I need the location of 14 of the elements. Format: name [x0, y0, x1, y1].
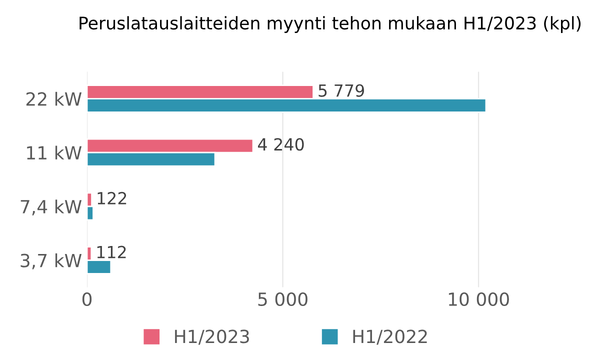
- x-tick-label: 10 000: [448, 292, 509, 306]
- legend-label: H1/2023: [175, 330, 249, 345]
- data-label: 5 779: [318, 84, 364, 97]
- data-label: 122: [98, 192, 126, 204]
- x-tick-label: 0: [82, 292, 92, 306]
- y-tick-label: 22 kW: [26, 92, 82, 106]
- y-tick-label: 3,7 kW: [20, 253, 82, 270]
- data-label: 112: [97, 246, 126, 258]
- x-tick-label: 5 000: [258, 292, 308, 306]
- data-label: 4 240: [258, 138, 304, 151]
- legend-label: H1/2022: [353, 330, 427, 345]
- y-tick-label: 11 kW: [27, 146, 82, 160]
- y-tick-label: 7,4 kW: [20, 200, 82, 216]
- chart-title: Peruslatauslaitteiden myynti tehon mukaan H1/2023 (kpl): [80, 16, 581, 33]
